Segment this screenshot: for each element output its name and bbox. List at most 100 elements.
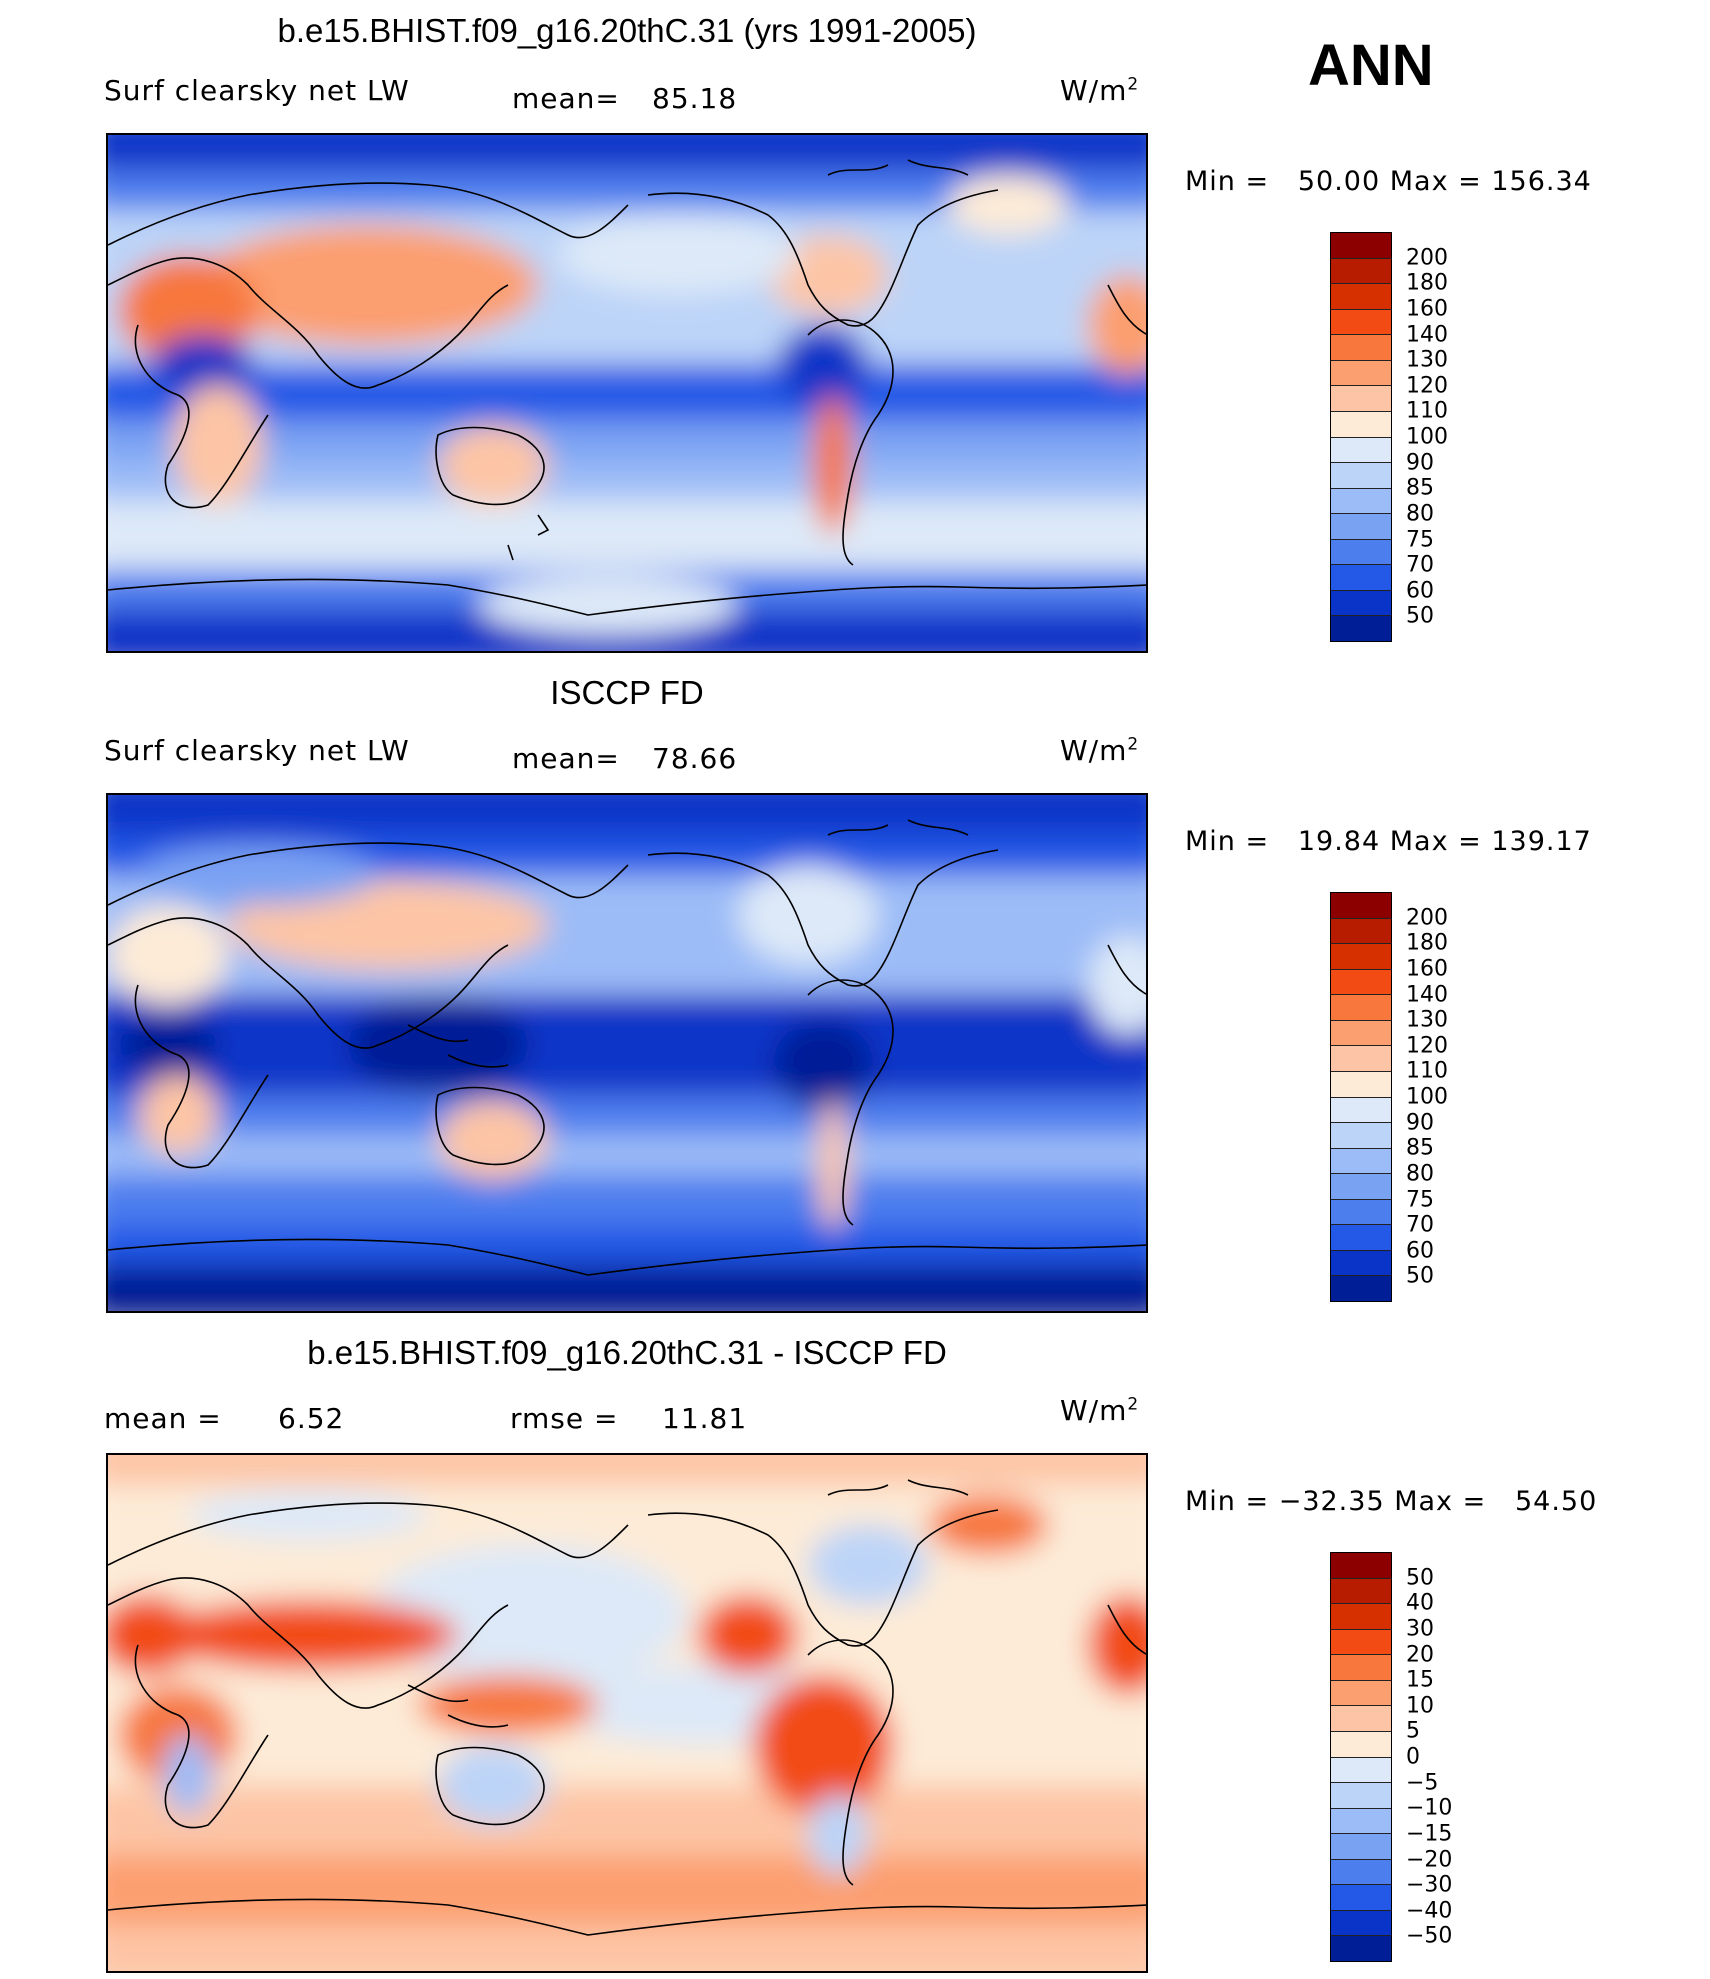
panel2-colorbar-tick-label: 85 [1406,1135,1434,1161]
panel3-colorbar-swatch [1331,1553,1391,1579]
panel1-colorbar-tick-label: 50 [1406,603,1434,629]
panel1-colorbar-swatch [1331,539,1391,566]
panel2-colorbar-swatch [1331,1225,1391,1251]
panel1-colorbar-swatch [1331,309,1391,336]
panel1-colorbar-tick-label: 180 [1406,270,1448,296]
panel2-colorbar-swatch [1331,944,1391,970]
panel3-colorbar-swatch [1331,1604,1391,1630]
panel3-mean-value: 6.52 [278,1402,345,1435]
panel3-colorbar-tick-label: −30 [1406,1872,1453,1898]
panel3-colorbar-swatch [1331,1655,1391,1681]
panel3-colorbar-swatch [1331,1578,1391,1605]
panel3-colorbar-tick-label: −40 [1406,1898,1453,1924]
panel1-mean-label: mean= [512,82,620,115]
panel2-colorbar-tick-label: 100 [1406,1084,1448,1110]
panel1-colorbar-tick-label: 60 [1406,578,1434,604]
panel3-units: W/m2 [1060,1394,1140,1427]
panel2-colorbar-swatch [1331,1097,1391,1124]
panel2-colorbar-tick-label: 60 [1406,1238,1434,1264]
panel2-colorbar-tick-label: 70 [1406,1212,1434,1238]
panel3-colorbar-swatch [1331,1936,1391,1961]
panel2-colorbar-tick-label: 75 [1406,1187,1434,1212]
season-label: ANN [1308,33,1434,98]
panel1-colorbar-swatch [1331,233,1391,259]
panel1-colorbar-tick-label: 90 [1406,450,1434,476]
panel2-map [106,793,1148,1313]
panel3-colorbar-tick-label: −20 [1406,1847,1453,1872]
panel3-rmse-value: 11.81 [662,1402,748,1435]
panel3-colorbar-tick-label: −5 [1406,1770,1439,1796]
panel1-colorbar-tick-label: 80 [1406,501,1434,527]
panel2-colorbar-swatch [1331,893,1391,919]
panel2-units: W/m2 [1060,734,1140,767]
panel3-title: b.e15.BHIST.f09_g16.20thC.31 - ISCCP FD [307,1334,947,1371]
panel3-rmse-label: rmse = [510,1402,619,1435]
panel2-title: ISCCP FD [550,674,704,711]
panel1-minmax: Min = 50.00 Max = 156.34 [1185,166,1592,197]
panel3-colorbar-swatch [1331,1910,1391,1937]
panel3-colorbar-tick-label: 50 [1406,1565,1434,1591]
panel3-colorbar-swatch [1331,1680,1391,1707]
panel3-colorbar-tick-label: −50 [1406,1923,1453,1949]
panel1-colorbar-tick-label: 70 [1406,552,1434,578]
panel3-colorbar-tick-label: −15 [1406,1821,1453,1847]
panel1-colorbar-swatch [1331,565,1391,591]
panel1-colorbar-tick-label: 200 [1406,245,1448,271]
panel3-colorbar-swatch [1331,1783,1391,1809]
panel2-colorbar-tick-label: 180 [1406,930,1448,956]
panel1-colorbar-swatch [1331,411,1391,438]
panel1-units: W/m2 [1060,74,1140,107]
panel3-colorbar-tick-label: 0 [1406,1744,1420,1770]
panel2-colorbar-swatch [1331,1250,1391,1277]
panel2-colorbar-tick-label: 140 [1406,982,1448,1007]
panel3-colorbar-tick-label: 5 [1406,1718,1420,1744]
panel2-colorbar-swatch [1331,1020,1391,1047]
panel1-colorbar-tick-label: 140 [1406,322,1448,347]
panel2-colorbar-tick-label: 80 [1406,1161,1434,1187]
panel1-colorbar-swatch [1331,386,1391,412]
panel3-map [106,1453,1148,1973]
panel1-colorbar-swatch [1331,616,1391,641]
panel3-colorbar-swatch [1331,1757,1391,1784]
panel2-colorbar-swatch [1331,1174,1391,1200]
panel1-colorbar-tick-label: 75 [1406,527,1434,552]
panel1-colorbar-swatch [1331,514,1391,540]
panel1-map [106,133,1148,653]
panel1-mean-value: 85.18 [652,82,738,115]
panel2-mean-value: 78.66 [652,742,738,775]
panel1-colorbar-tick-label: 100 [1406,424,1448,450]
panel2-colorbar-tick-label: 120 [1406,1033,1448,1059]
panel3-colorbar-swatch [1331,1834,1391,1860]
panel1-colorbar-tick-label: 130 [1406,347,1448,373]
panel3-colorbar-tick-label: 20 [1406,1642,1434,1667]
panel3-mean-label: mean = [104,1402,222,1435]
panel3-colorbar-tick-label: 10 [1406,1693,1434,1719]
panel1-colorbar-swatch [1331,488,1391,515]
panel2-colorbar-tick-label: 130 [1406,1007,1448,1033]
panel2-colorbar-swatch [1331,1123,1391,1149]
panel3-colorbar-swatch [1331,1731,1391,1758]
panel3-colorbar-tick-label: 15 [1406,1667,1434,1693]
panel1-colorbar-tick-label: 120 [1406,373,1448,399]
panel1-colorbar-swatch [1331,335,1391,361]
panel1-colorbar-swatch [1331,258,1391,285]
panel2-colorbar-tick-label: 110 [1406,1058,1448,1084]
panel2-colorbar-tick-label: 200 [1406,905,1448,931]
panel1-title: b.e15.BHIST.f09_g16.20thC.31 (yrs 1991-2… [277,12,977,49]
panel3-colorbar [1330,1552,1392,1962]
panel2-colorbar-swatch [1331,918,1391,945]
panel1-colorbar-swatch [1331,360,1391,387]
panel3-minmax: Min = −32.35 Max = 54.50 [1185,1486,1598,1517]
panel2-colorbar-swatch [1331,1199,1391,1226]
panel1-colorbar-swatch [1331,590,1391,617]
panel1-colorbar-swatch [1331,437,1391,464]
panel1-colorbar-swatch [1331,463,1391,489]
panel3-colorbar-tick-label: 40 [1406,1590,1434,1616]
panel1-colorbar [1330,232,1392,642]
panel2-colorbar-swatch [1331,1046,1391,1072]
panel2-colorbar-swatch [1331,1071,1391,1098]
panel3-colorbar-swatch [1331,1706,1391,1732]
panel2-field-label: Surf clearsky net LW [104,734,410,767]
panel1-colorbar-tick-label: 85 [1406,475,1434,501]
panel2-colorbar-swatch [1331,1276,1391,1301]
